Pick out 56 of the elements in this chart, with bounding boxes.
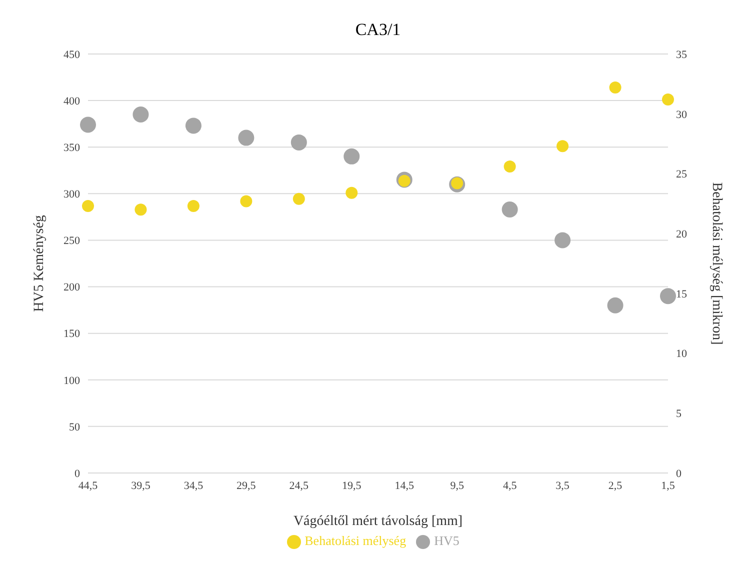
y2-tick-label: 10 xyxy=(676,348,688,360)
chart-title: CA3/1 xyxy=(354,19,402,41)
point xyxy=(502,201,518,218)
x-tick-label: 9,5 xyxy=(450,480,464,492)
y2-tick-label: 5 xyxy=(676,408,682,420)
y2-tick-label: 0 xyxy=(676,468,682,480)
point xyxy=(660,288,676,304)
y2-tick-label: 30 xyxy=(676,108,688,121)
y2-tick-label: 20 xyxy=(676,228,688,240)
point xyxy=(187,200,200,212)
x-tick-label: 2,5 xyxy=(608,480,623,492)
legend-label: HV5 xyxy=(434,532,460,548)
y-tick-label: 350 xyxy=(64,142,80,154)
point xyxy=(290,134,307,150)
x-tick-label: 34,5 xyxy=(184,480,204,492)
x-tick-label: 19,5 xyxy=(342,480,362,492)
x-axis-title: Vágóéltől mért távolság [mm] xyxy=(293,514,463,529)
x-tick-label: 44,5 xyxy=(78,480,98,492)
y2-tick-label: 15 xyxy=(676,288,688,300)
point xyxy=(80,116,96,133)
point xyxy=(662,93,674,106)
point xyxy=(556,140,569,152)
point xyxy=(554,232,571,248)
x-tick-label: 4,5 xyxy=(502,480,518,492)
point xyxy=(344,148,360,164)
x-tick-label: 24,5 xyxy=(289,480,310,492)
point xyxy=(504,160,516,173)
point xyxy=(238,130,254,146)
x-tick-label: 39,5 xyxy=(131,480,151,492)
point xyxy=(132,106,149,123)
x-tick-label: 14,5 xyxy=(394,480,414,492)
y2-tick-label: 25 xyxy=(676,168,688,181)
y-tick-label: 0 xyxy=(74,468,80,480)
y-tick-label: 150 xyxy=(64,328,80,340)
y-tick-label: 300 xyxy=(64,188,80,201)
point xyxy=(82,200,94,212)
x-tick-label: 29,5 xyxy=(236,480,256,492)
point xyxy=(609,82,622,94)
point xyxy=(346,186,358,199)
y-tick-label: 200 xyxy=(64,282,80,294)
y-tick-label: 250 xyxy=(64,235,80,248)
y2-axis-title: Behatolási mélység [mikron] xyxy=(709,182,724,345)
point xyxy=(134,204,147,216)
point xyxy=(607,297,624,314)
point xyxy=(240,195,252,208)
x-tick-label: 3,5 xyxy=(556,480,570,492)
y-tick-label: 450 xyxy=(64,48,80,61)
y2-tick-label: 35 xyxy=(676,48,688,61)
y-tick-label: 50 xyxy=(69,421,80,434)
x-tick-label: 1,5 xyxy=(661,480,676,492)
point xyxy=(292,192,305,205)
y-axis-title: HV5 Keménység xyxy=(32,215,47,312)
point xyxy=(185,118,202,134)
y-tick-label: 100 xyxy=(64,374,80,387)
y-tick-label: 400 xyxy=(64,95,80,108)
legend-label: Behatolási mélység xyxy=(304,532,406,548)
